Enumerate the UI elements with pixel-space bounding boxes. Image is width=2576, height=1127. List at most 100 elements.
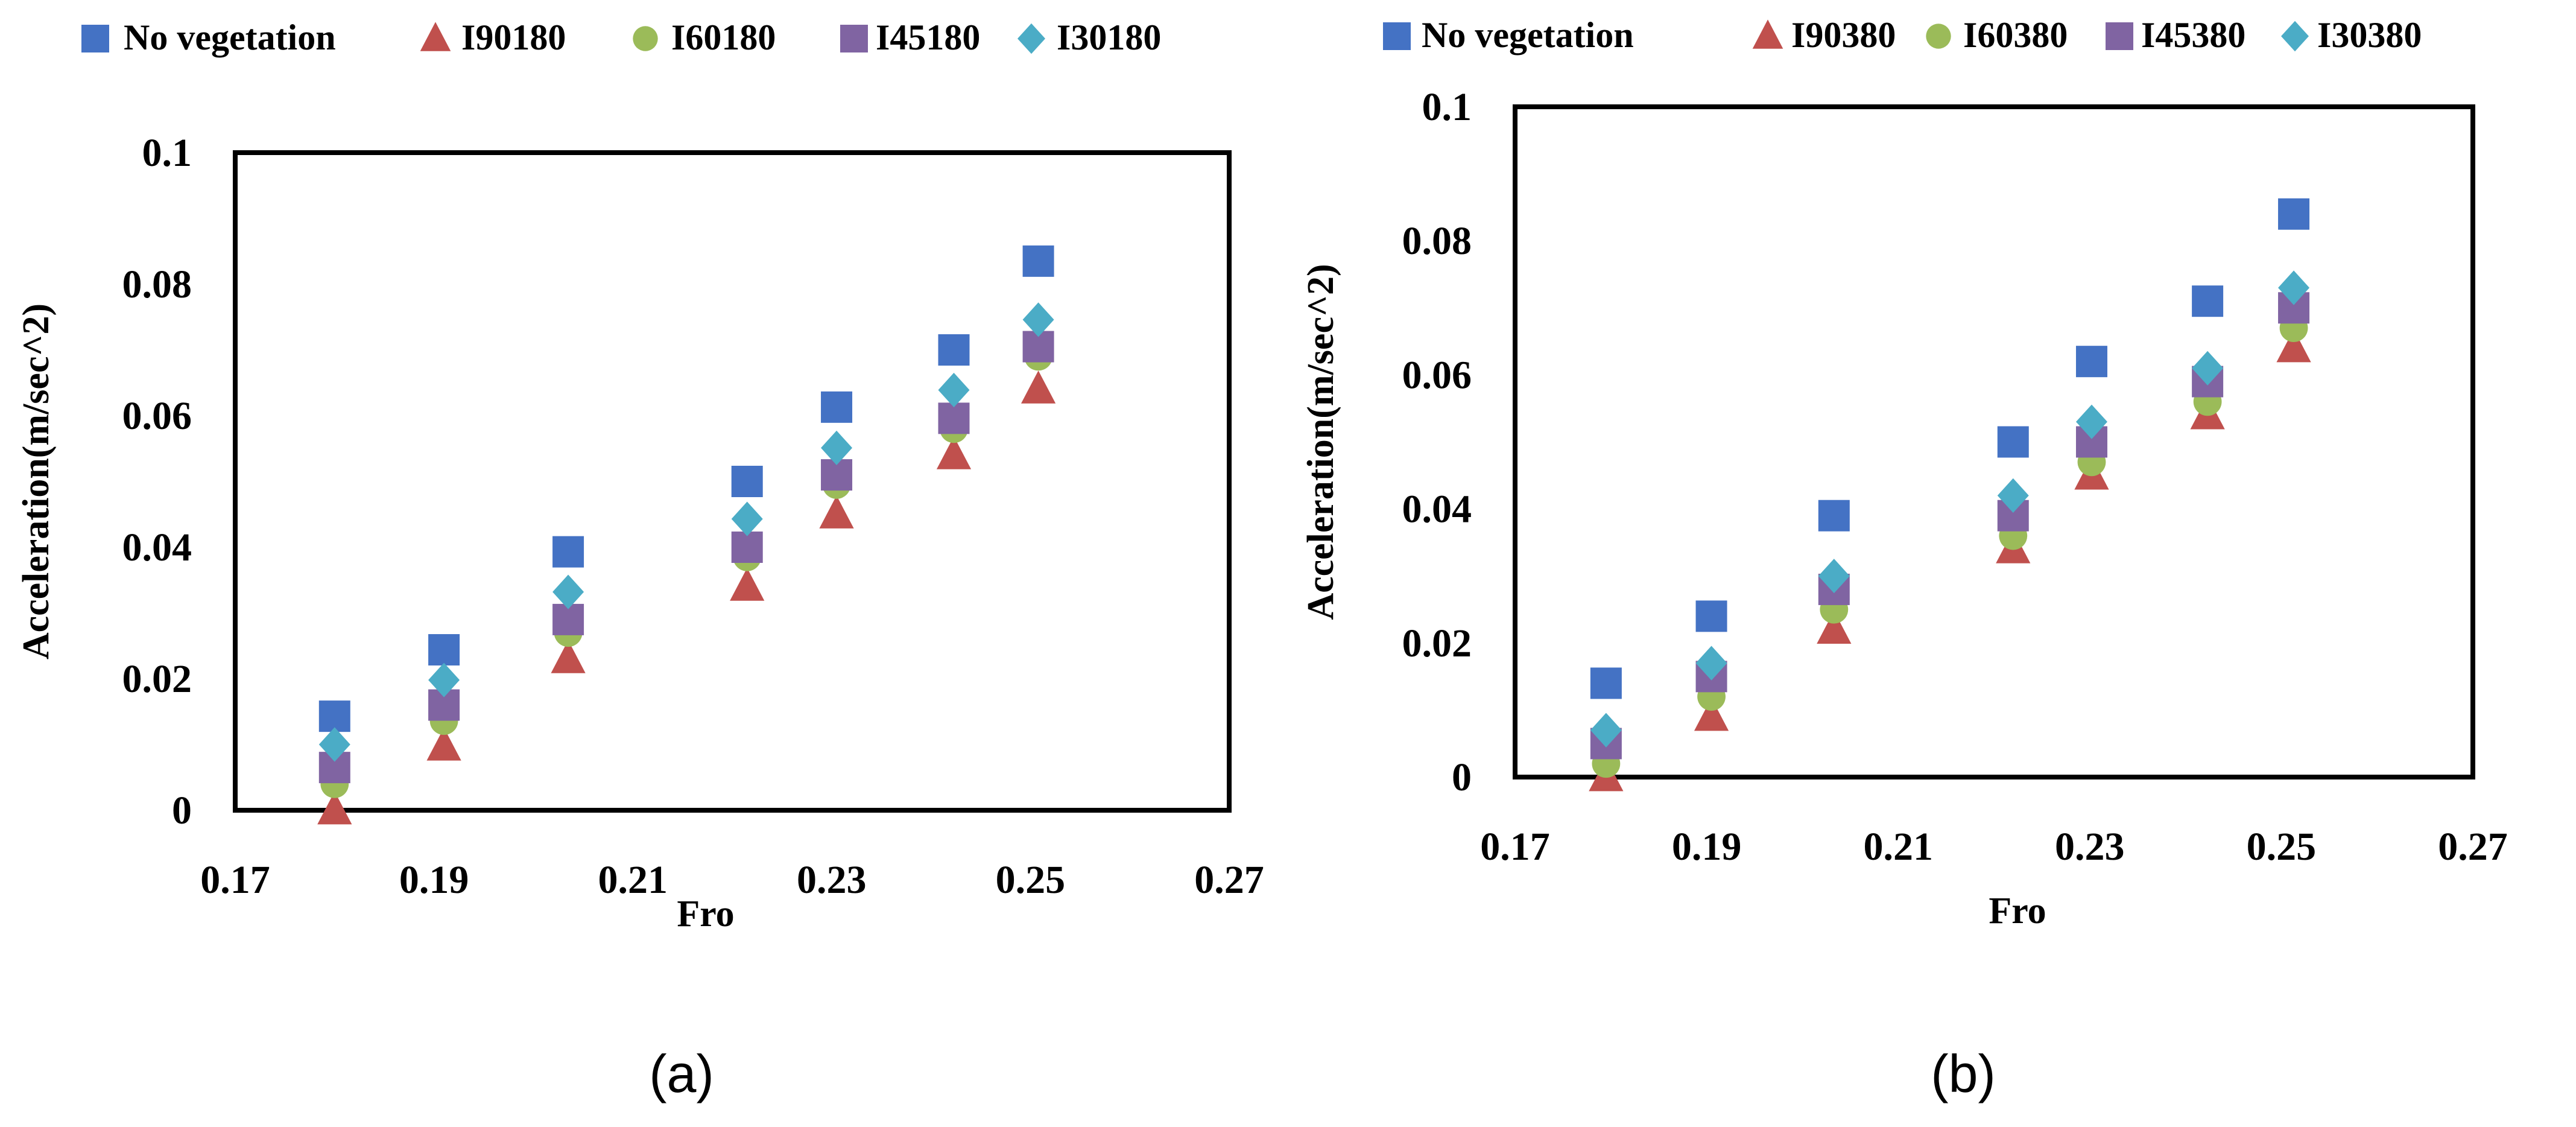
data-point [1818, 559, 1850, 594]
y-tick-label: 0.1 [1422, 85, 1472, 129]
data-point [552, 574, 584, 609]
plot-area-frame [1513, 104, 2475, 779]
data-point [551, 640, 586, 673]
chart-b: 0.17 0.19 0.21 0.23 0.25 0.27 0 0.02 0.04 0.06 0.0… [1300, 15, 2508, 932]
legend-label: I60180 [671, 17, 776, 57]
data-point [938, 402, 970, 434]
data-point [1818, 500, 1850, 532]
y-tick-label: 0.1 [142, 131, 192, 175]
legend-label: I30380 [2317, 15, 2422, 55]
legend-marker [633, 26, 658, 51]
legend-label: I60380 [1963, 15, 2068, 55]
legend-label: I30180 [1057, 17, 1161, 57]
x-tick-label: 0.25 [996, 858, 1066, 902]
x-tick-label: 0.23 [2055, 825, 2125, 869]
series-i90180 [317, 370, 1056, 825]
y-tick-label: 0.04 [122, 525, 192, 570]
data-point [938, 334, 970, 366]
data-point [1997, 426, 2029, 458]
legend-marker [1752, 19, 1783, 49]
caption-b: (b) [1931, 1044, 1996, 1103]
data-point [819, 495, 854, 529]
data-point [1997, 478, 2029, 513]
data-point [1695, 646, 1727, 681]
legend-label: I45380 [2141, 15, 2245, 55]
x-tick-label: 0.25 [2247, 825, 2317, 869]
data-point [821, 430, 853, 466]
y-axis-label: Acceleration(m/sec^2) [1300, 264, 1341, 620]
data-point [1021, 370, 1056, 404]
data-point [428, 634, 460, 666]
data-point [1022, 245, 1054, 277]
x-tick-label: 0.19 [399, 858, 469, 902]
data-point [2075, 346, 2107, 378]
data-point [2278, 198, 2310, 230]
data-point [1694, 697, 1729, 731]
legend-label: No vegetation [1422, 15, 1634, 55]
x-tick-label: 0.21 [1863, 825, 1933, 869]
legend-label: I90380 [1791, 15, 1896, 55]
legend-label: No vegetation [124, 17, 336, 57]
legend-marker [2281, 21, 2309, 52]
data-point [317, 791, 352, 825]
x-tick-label: 0.27 [1194, 858, 1264, 902]
data-point [426, 728, 461, 761]
data-point [2276, 329, 2311, 363]
y-tick-label: 0.08 [122, 262, 192, 306]
x-axis-label: Fro [1989, 890, 2046, 932]
plot-area-frame [233, 150, 1232, 813]
data-point [936, 436, 972, 469]
legend-marker [1926, 24, 1951, 49]
legend-marker [1017, 23, 1045, 54]
data-point [730, 568, 765, 601]
y-tick-label: 0 [1452, 755, 1472, 799]
y-axis-label: Acceleration(m/sec^2) [16, 303, 57, 659]
data-point [552, 536, 584, 568]
series-i30380 [1590, 270, 2310, 748]
y-tick-label: 0 [172, 789, 192, 833]
x-tick-label: 0.17 [200, 858, 270, 902]
data-point [731, 532, 763, 563]
data-point [2192, 285, 2224, 317]
y-tick-label: 0.06 [1402, 353, 1472, 397]
data-point [1590, 667, 1622, 699]
x-tick-label: 0.17 [1480, 825, 1550, 869]
y-tick-label: 0.04 [1402, 487, 1472, 532]
data-point [1590, 713, 1622, 748]
legend-marker [840, 25, 868, 52]
data-point [428, 662, 460, 697]
legend-marker [81, 25, 109, 52]
legend-marker [1383, 22, 1411, 50]
legend-marker [2106, 22, 2133, 50]
data-point [1817, 611, 1852, 644]
y-tick-label: 0.08 [1402, 219, 1472, 263]
data-point [318, 727, 350, 762]
data-point [2075, 404, 2107, 439]
y-tick-label: 0.02 [1402, 621, 1472, 665]
data-point [821, 391, 853, 423]
series-i30180 [318, 302, 1054, 762]
series-no-vegetation [318, 245, 1054, 732]
data-point [2278, 270, 2310, 305]
data-point [731, 466, 763, 497]
caption-a: (a) [649, 1044, 714, 1103]
data-point [318, 700, 350, 732]
chart-a: 0.17 0.19 0.21 0.23 0.25 0.27 0 0.02 0.04 0.06 0.0… [16, 17, 1264, 935]
data-point [1695, 600, 1727, 632]
data-point [938, 372, 970, 408]
x-tick-label: 0.19 [1672, 825, 1742, 869]
y-tick-label: 0.06 [122, 394, 192, 438]
data-point [1022, 302, 1054, 337]
data-point [2192, 351, 2224, 386]
x-tick-label: 0.23 [797, 858, 867, 902]
y-tick-label: 0.02 [122, 657, 192, 701]
series-no-vegetation [1590, 198, 2310, 699]
x-axis-label: Fro [677, 894, 734, 935]
legend-label: I45180 [876, 17, 980, 57]
legend-label: I90180 [461, 17, 566, 57]
x-tick-label: 0.21 [598, 858, 668, 902]
x-tick-label: 0.27 [2438, 825, 2508, 869]
data-point [731, 501, 763, 536]
series-i45180 [318, 331, 1054, 784]
